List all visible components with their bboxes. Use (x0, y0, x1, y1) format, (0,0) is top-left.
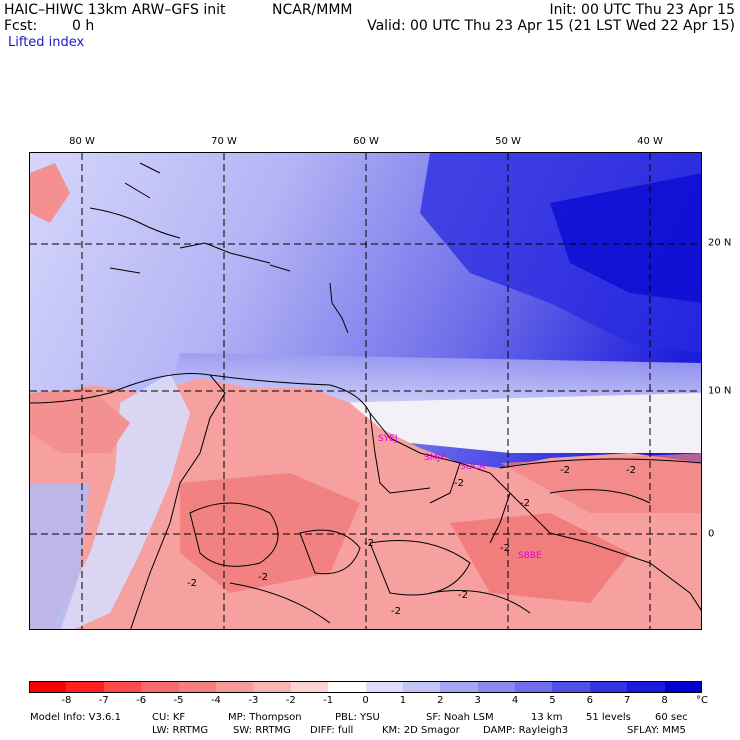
colorbar-swatch (664, 681, 703, 693)
footer-levels: 51 levels (586, 712, 631, 723)
station-syej: SYEJ (378, 434, 398, 444)
forecast-label: Fcst: (4, 18, 38, 34)
colorbar-swatch (589, 681, 628, 693)
colorbar-swatch (290, 681, 329, 693)
station-labels: SYEJ SMJP SOCA SBBE (378, 434, 542, 561)
colorbar-tick-label: -1 (323, 695, 334, 706)
colorbar-swatch (328, 681, 366, 693)
station-sbbe: SBBE (518, 551, 542, 561)
footer-cumulus: CU: KF (152, 712, 186, 723)
contour-label: -2 (364, 538, 374, 549)
lat-label-10n: 10 N (708, 385, 732, 397)
colorbar-tick-label: -5 (173, 695, 184, 706)
footer-timestep: 60 sec (655, 712, 688, 723)
valid-time: Valid: 00 UTC Thu 23 Apr 15 (21 LST Wed … (367, 18, 735, 34)
footer-sflay: SFLAY: MM5 (627, 725, 686, 736)
contour-labels: -2 -2 -2 -2 -2 -2 -2 -2 -2 -2 (187, 465, 636, 617)
colorbar-tick-label: -2 (285, 695, 296, 706)
colorbar-swatch (365, 681, 404, 693)
footer-km: KM: 2D Smagor (382, 725, 460, 736)
contour-label: -2 (560, 465, 570, 476)
contours (189, 458, 701, 624)
contour-label: -2 (500, 543, 510, 554)
footer-longwave: LW: RRTMG (152, 725, 209, 736)
colorbar-swatch (515, 681, 553, 693)
forecast-hour: 0 h (72, 18, 95, 34)
colorbar-tick-label: 7 (624, 695, 631, 706)
colorbar-tick-label: 3 (474, 695, 481, 706)
init-time: Init: 00 UTC Thu 23 Apr 15 (549, 2, 735, 18)
footer-shortwave: SW: RRTMG (233, 725, 291, 736)
lon-label-70w: 70 W (211, 136, 237, 147)
contour-label: -2 (258, 572, 268, 583)
colorbar-unit: °C (696, 695, 708, 706)
coastlines (30, 162, 701, 629)
colorbar-tick-label: -6 (136, 695, 147, 706)
field-name: Lifted index (8, 35, 85, 50)
colorbar-swatch (66, 681, 105, 693)
colorbar-swatch (552, 681, 591, 693)
contour-label: -2 (391, 606, 401, 617)
colorbar-swatch (29, 681, 67, 693)
model-title: HAIC–HIWC 13km ARW–GFS init (4, 2, 226, 18)
colorbar-tick-label: 2 (437, 695, 444, 706)
contour-label: -2 (458, 590, 468, 601)
colorbar-swatch (627, 681, 666, 693)
lon-label-80w: 80 W (69, 136, 95, 147)
colorbar-swatch (103, 681, 142, 693)
contour-label: -2 (626, 465, 636, 476)
footer-diffusion: DIFF: full (310, 725, 354, 736)
contour-label: -2 (454, 478, 464, 489)
colorbar-swatch (253, 681, 292, 693)
footer-resolution: 13 km (531, 712, 563, 723)
colorbar-tick-label: -4 (210, 695, 221, 706)
footer-model-info: Model Info: V3.6.1 (30, 712, 121, 723)
colorbar-tick-label: 6 (586, 695, 594, 706)
colorbar-tick-label: -8 (61, 695, 72, 706)
colorbar-tick-label: -7 (98, 695, 109, 706)
colorbar-swatch (141, 681, 180, 693)
station-smjp: SMJP (424, 453, 446, 463)
colorbar-swatch (402, 681, 441, 693)
footer-microphysics: MP: Thompson (228, 712, 302, 723)
colorbar-tick-label: 4 (511, 695, 519, 706)
lon-label-60w: 60 W (353, 136, 379, 147)
colorbar-swatch (215, 681, 254, 693)
footer-pbl: PBL: YSU (335, 712, 380, 723)
colorbar-swatch (178, 681, 217, 693)
colorbar-tick-label: 8 (661, 695, 668, 706)
lat-label-equator: 0 (708, 528, 715, 540)
lifted-index-map: -2 -2 -2 -2 -2 -2 -2 -2 -2 -2 SYEJ SMJP … (29, 152, 702, 630)
contour-label: -2 (520, 498, 530, 509)
lon-label-40w: 40 W (637, 136, 663, 147)
colorbar-tick-label: 5 (549, 695, 556, 706)
lon-label-50w: 50 W (495, 136, 521, 147)
colorbar-swatch (440, 681, 479, 693)
colorbar-tick-label: 1 (399, 695, 407, 706)
station-soca: SOCA (460, 462, 486, 472)
graticule (30, 153, 701, 629)
contour-label: -2 (187, 578, 197, 589)
org-label: NCAR/MMM (272, 2, 353, 18)
colorbar-swatch (477, 681, 516, 693)
footer-surface: SF: Noah LSM (426, 712, 494, 723)
footer-damping: DAMP: Rayleigh3 (483, 725, 569, 736)
colorbar-tick-label: -3 (248, 695, 259, 706)
colorbar-tick-label: 0 (362, 695, 369, 706)
lat-label-20n: 20 N (708, 237, 732, 249)
